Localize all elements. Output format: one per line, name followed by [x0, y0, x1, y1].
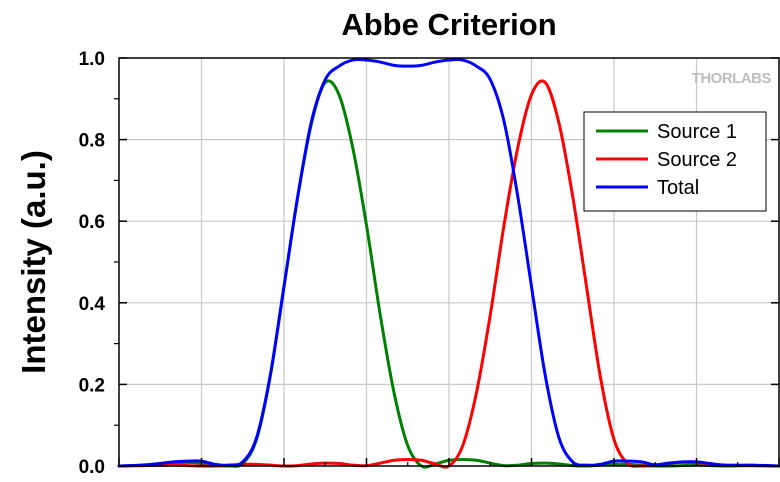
ticks: 0.0 0.2 0.4 0.6 0.8 1.0 [79, 49, 780, 478]
legend-label-source-1: Source 1 [657, 121, 737, 143]
y-tick-label: 0.4 [79, 294, 106, 315]
legend-label-total: Total [657, 177, 699, 199]
y-tick-label: 0.8 [79, 131, 105, 152]
legend: Source 1 Source 2 Total [583, 111, 767, 212]
y-tick-label: 1.0 [79, 49, 105, 70]
series-line-total [117, 58, 780, 468]
legend-label-source-2: Source 2 [657, 149, 737, 171]
legend-box [583, 111, 767, 212]
y-tick-label: 0.0 [79, 457, 105, 478]
watermark: THORLABS [692, 70, 772, 87]
y-tick-label: 0.6 [79, 212, 105, 233]
chart-title: Abbe Criterion [341, 7, 556, 42]
y-axis-label: Intensity (a.u.) [15, 150, 52, 374]
y-tick-label: 0.2 [79, 375, 105, 396]
